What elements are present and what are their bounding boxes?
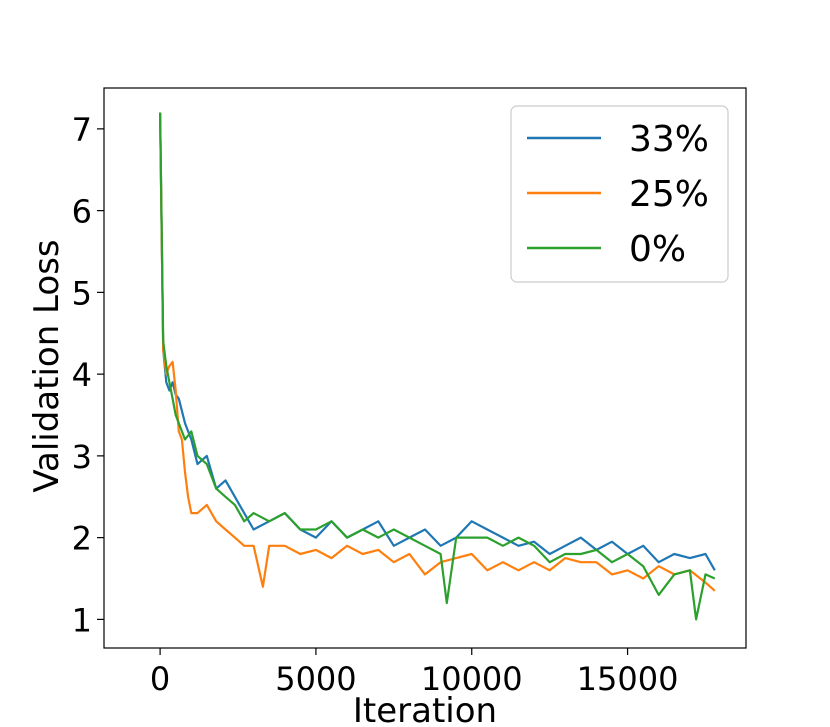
y-tick-label: 5 [72,274,92,312]
x-tick-label: 0 [150,660,170,698]
x-tick-label: 5000 [275,660,356,698]
legend-label-2: 0% [629,229,686,270]
y-tick-label: 4 [72,356,92,394]
plot-frame [103,87,747,649]
x-axis: 0 5000 10000 15000 [150,648,679,698]
x-tick-label: 15000 [577,660,679,698]
y-tick-label: 7 [72,111,92,149]
y-axis: 1 2 3 4 5 6 7 [72,111,104,639]
legend-label-0: 33% [629,119,709,160]
y-tick-label: 6 [72,193,92,231]
y-tick-label: 2 [72,520,92,558]
y-axis-label: Validation Loss [27,239,67,492]
series-line-0 [159,112,716,571]
series-line-2 [159,112,716,621]
series-line-1 [159,112,716,592]
legend-box [510,105,729,283]
y-tick-label: 1 [72,601,92,639]
x-axis-label: Iteration [353,691,497,727]
plot-area [103,87,747,649]
legend-label-1: 25% [629,174,709,215]
y-tick-label: 3 [72,438,92,476]
x-tick-label: 10000 [421,660,523,698]
legend: 33% 25% 0% [510,105,729,283]
